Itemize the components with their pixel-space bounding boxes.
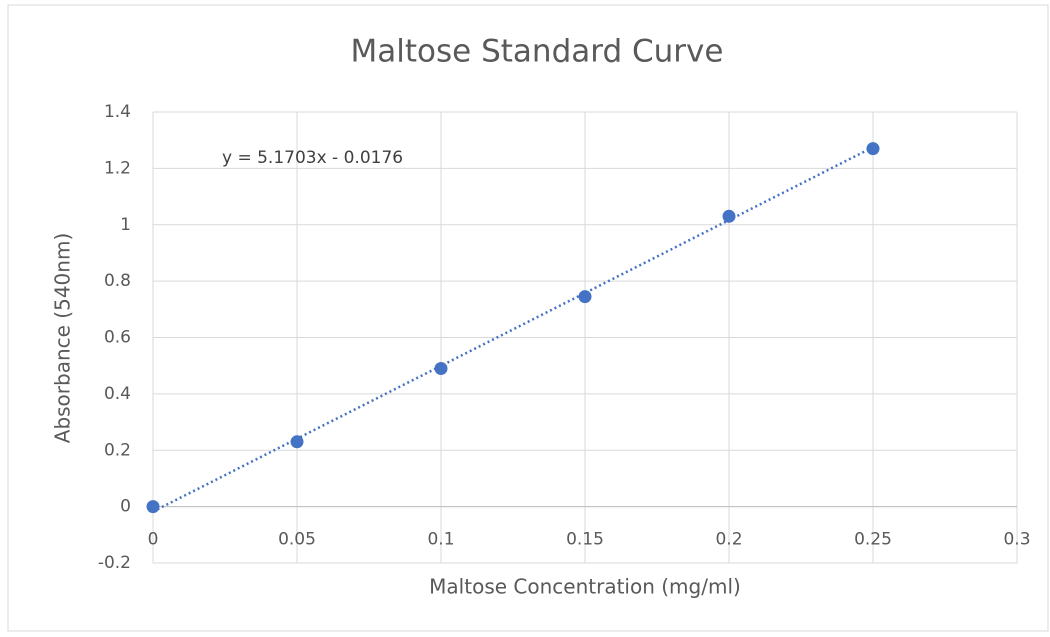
y-tick-label: -0.2 <box>98 553 131 573</box>
trendline-label: y = 5.1703x - 0.0176 <box>222 148 403 168</box>
y-tick-label: 1 <box>120 215 131 235</box>
y-tick-label: 0.4 <box>104 384 131 404</box>
data-point <box>578 290 592 304</box>
y-tick-label: 0.2 <box>104 440 131 460</box>
x-tick-label: 0.05 <box>278 530 316 550</box>
y-tick-label: 1.2 <box>104 158 131 178</box>
x-tick-label: 0.2 <box>715 530 742 550</box>
data-point <box>866 142 880 156</box>
x-tick-label: 0 <box>148 530 159 550</box>
y-tick-label: 1.4 <box>104 102 131 122</box>
y-tick-label: 0.6 <box>104 328 131 348</box>
chart-frame <box>7 4 1049 632</box>
data-point <box>434 362 448 376</box>
data-point <box>146 500 160 514</box>
x-axis-title: Maltose Concentration (mg/ml) <box>429 575 741 599</box>
y-tick-label: 0.8 <box>104 271 131 291</box>
x-tick-label: 0.3 <box>1003 530 1030 550</box>
data-point <box>290 435 304 449</box>
y-tick-label: 0 <box>120 497 131 517</box>
chart-title: Maltose Standard Curve <box>351 34 724 70</box>
x-tick-label: 0.15 <box>566 530 604 550</box>
x-tick-label: 0.25 <box>854 530 892 550</box>
x-tick-label: 0.1 <box>427 530 454 550</box>
data-point <box>722 209 736 223</box>
y-axis-title: Absorbance (540nm) <box>51 233 75 443</box>
